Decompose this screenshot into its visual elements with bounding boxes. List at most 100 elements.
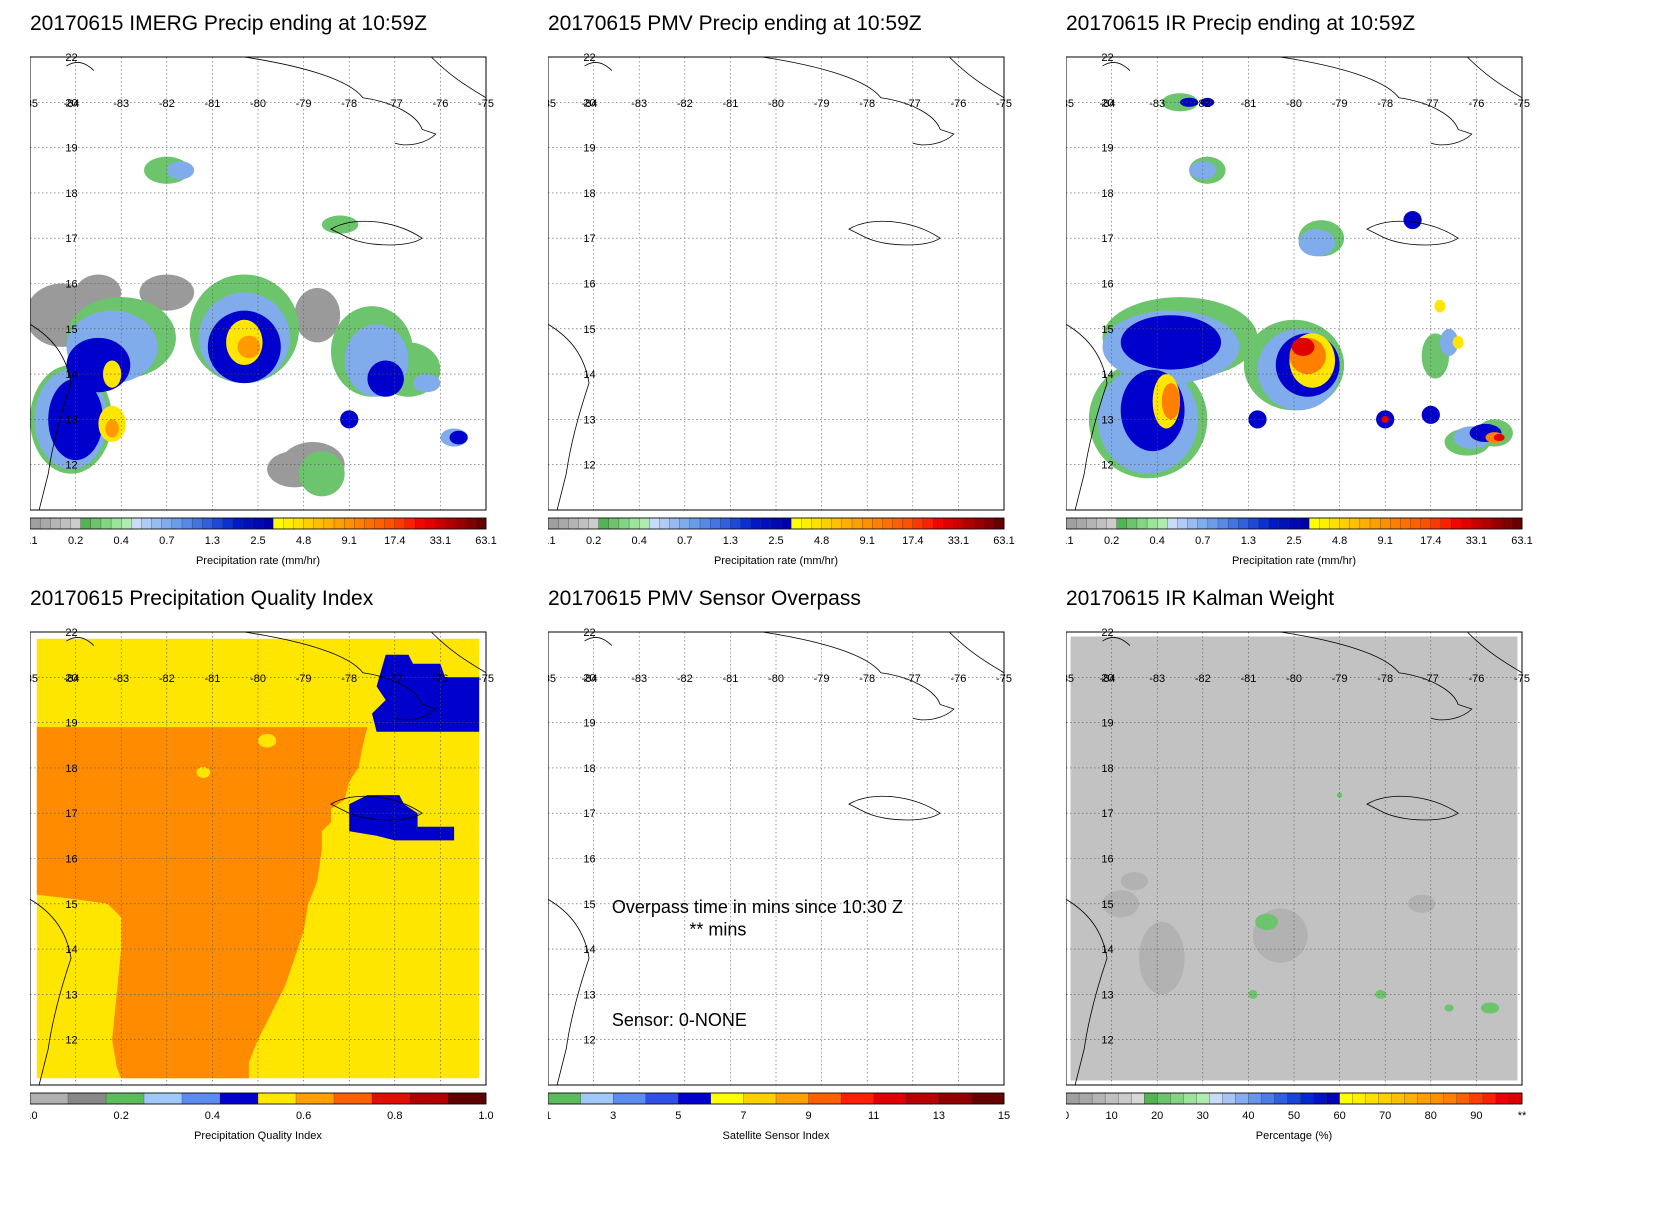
quality-medium: [36, 727, 368, 1079]
colorbar-swatch: [1400, 517, 1411, 530]
colorbar-swatch: [1508, 1092, 1523, 1105]
colorbar-swatch: [105, 1092, 145, 1105]
colorbar-swatch: [1177, 517, 1189, 530]
colorbar-swatch: [1227, 517, 1239, 530]
colorbar-swatch: [90, 517, 102, 530]
colorbar-swatch: [963, 517, 975, 530]
coastline-east: [948, 56, 1005, 99]
lat-label: 15: [583, 324, 595, 336]
colorbar-swatch: [219, 1092, 259, 1105]
lat-label: 14: [583, 369, 595, 381]
colorbar-swatch: [1430, 1092, 1445, 1105]
quality-map: -85-84-83-82-81-80-79-78-77-76-752220191…: [22, 627, 494, 1142]
colorbar-swatch: [1390, 517, 1401, 530]
colorbar-tick-label: 17.4: [1420, 535, 1441, 547]
colorbar-swatch: [740, 517, 752, 530]
colorbar-swatch: [1144, 1092, 1158, 1105]
lon-label: -80: [250, 673, 266, 685]
lon-label: -76: [1468, 673, 1484, 685]
panel-pmv-precip: 20170615 PMV Precip ending at 10:59Z -85…: [540, 12, 1048, 592]
colorbar-swatch: [1288, 517, 1300, 530]
colorbar-swatch: [181, 517, 193, 530]
colorbar-tick-label: 33.1: [430, 535, 451, 547]
colorbar-swatch: [943, 517, 954, 530]
colorbar-swatch: [578, 517, 589, 530]
coastlines: [547, 631, 1005, 1086]
colorbar-label: Satellite Sensor Index: [722, 1130, 830, 1142]
colorbar-swatch: [971, 1092, 1005, 1105]
colorbar-tick-label: 4.8: [814, 535, 829, 547]
colorbar-swatch: [1238, 517, 1249, 530]
overpass-mins-text: ** mins: [689, 920, 746, 940]
colorbar-swatch: [1274, 1092, 1288, 1105]
colorbar-tick-label: 0.2: [114, 1110, 129, 1122]
colorbar-swatch: [1469, 1092, 1484, 1105]
colorbar-label: Precipitation rate (mm/hr): [196, 555, 320, 567]
colorbar-swatch: [1086, 517, 1097, 530]
colorbar-swatch: [1319, 517, 1330, 530]
colorbar-swatch: [840, 1092, 875, 1105]
colorbar-swatch: [1461, 517, 1472, 530]
colorbar-swatch: [679, 517, 691, 530]
very-heavy-precip: [1452, 336, 1464, 349]
graticule: [1066, 57, 1522, 510]
colorbar-tick-label: 11: [868, 1110, 879, 1122]
colorbar-label: Precipitation Quality Index: [194, 1130, 322, 1142]
lon-label: -79: [814, 673, 830, 685]
lat-label: 15: [1101, 324, 1113, 336]
lon-label: -83: [1149, 98, 1165, 110]
lat-label: 16: [1101, 854, 1113, 866]
lat-label: 17: [583, 233, 595, 245]
colorbar-swatch: [1287, 1092, 1301, 1105]
colorbar-swatch: [775, 1092, 810, 1105]
colorbar-tick-label: 0.1: [30, 535, 38, 547]
coastline-west: [66, 62, 95, 71]
weight-gray: [1408, 894, 1436, 913]
panel-sensor-overpass: 20170615 PMV Sensor Overpass -85 -84 -83 -8…: [540, 587, 1048, 1167]
colorbar-swatch: [1261, 1092, 1275, 1105]
colorbar-tick-label: 1.3: [1241, 535, 1256, 547]
lon-label: -76: [1468, 98, 1484, 110]
colorbar-swatch: [151, 517, 163, 530]
lon-label: -77: [1423, 98, 1439, 110]
colorbar-swatch: [659, 517, 671, 530]
lat-label: 19: [583, 143, 595, 155]
colorbar-tick-label: 33.1: [948, 535, 969, 547]
colorbar-swatch: [618, 517, 630, 530]
colorbar-tick-label: 4.8: [296, 535, 311, 547]
lat-label: 12: [583, 1035, 595, 1047]
colorbar-swatch: [912, 517, 924, 530]
colorbar-tick-label: 7: [740, 1110, 746, 1122]
lat-label: 14: [65, 369, 77, 381]
light-precip: [1161, 93, 1199, 112]
colorbar-label: Precipitation rate (mm/hr): [714, 555, 838, 567]
lat-label: 18: [583, 188, 595, 200]
lat-label: 20: [65, 672, 77, 684]
colorbar-swatch: [1248, 517, 1259, 530]
colorbar-tick-label: 0.4: [632, 535, 647, 547]
lon-label: -83: [1149, 673, 1165, 685]
colorbar-swatch: [29, 517, 41, 530]
very-heavy-precip: [102, 360, 122, 388]
lon-label: -83: [631, 673, 647, 685]
colorbar-swatch: [232, 517, 244, 530]
lat-label: 16: [1101, 279, 1113, 291]
colorbar-swatch: [343, 517, 355, 530]
colorbar-swatch: [1268, 517, 1280, 530]
lat-label: 20: [583, 97, 595, 109]
lat-label: 16: [65, 279, 77, 291]
colorbar-swatch: [1278, 517, 1290, 530]
colorbar-label: Percentage (%): [1256, 1130, 1332, 1142]
panel-title: 20170615 Precipitation Quality Index: [30, 587, 374, 610]
colorbar-swatch: [1065, 1092, 1080, 1105]
colorbar-tick-label: 9.1: [860, 535, 875, 547]
lon-label: -83: [113, 98, 129, 110]
colorbar-swatch: [60, 517, 71, 530]
gray-precip: [294, 288, 341, 343]
coastline-east: [948, 631, 1005, 674]
lat-label: 12: [1101, 460, 1113, 472]
colorbar-swatch: [1217, 517, 1229, 530]
graticule: [548, 57, 1004, 510]
lat-label: 20: [583, 672, 595, 684]
heavy-precip: [449, 430, 468, 445]
